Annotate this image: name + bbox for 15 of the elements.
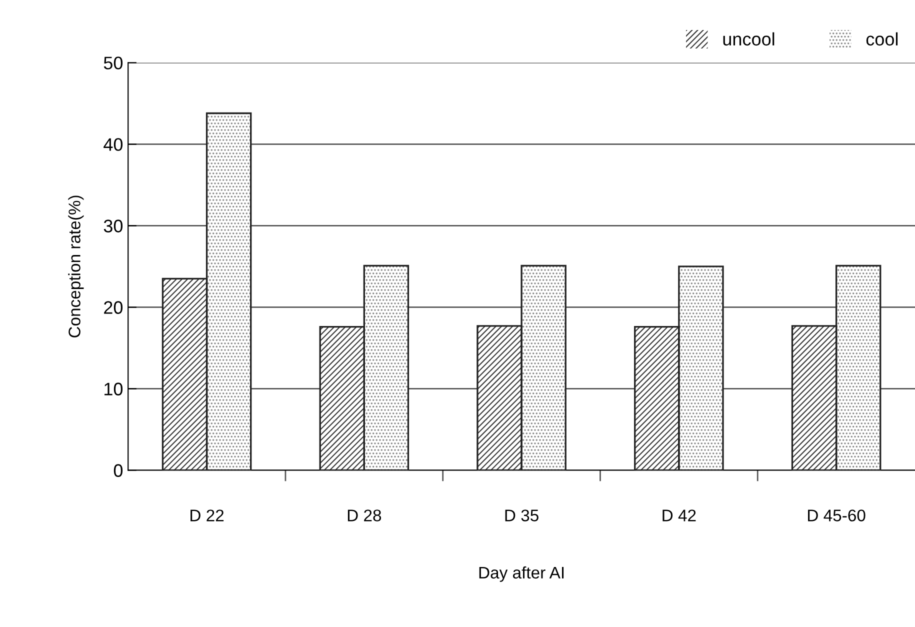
x-axis-title: Day after AI [479, 566, 564, 582]
y-tick-label: 30 [104, 220, 123, 232]
y-tick-label: 40 [104, 138, 123, 151]
y-axis-title: Conception rate(%) [68, 196, 84, 338]
y-tick-label: 0 [114, 464, 123, 477]
x-tick-label: D 45-60 [808, 510, 866, 522]
x-tick-label: D 22 [190, 510, 224, 522]
legend-label: uncool [723, 32, 774, 46]
y-tick-label: 20 [104, 301, 123, 314]
y-tick-label: 50 [104, 56, 123, 70]
x-tick-label: D 42 [662, 510, 696, 522]
y-tick-label: 10 [104, 382, 123, 396]
x-tick-label: D 35 [505, 510, 538, 522]
x-tick-label: D 28 [348, 510, 382, 522]
legend-label: cool [866, 32, 898, 46]
